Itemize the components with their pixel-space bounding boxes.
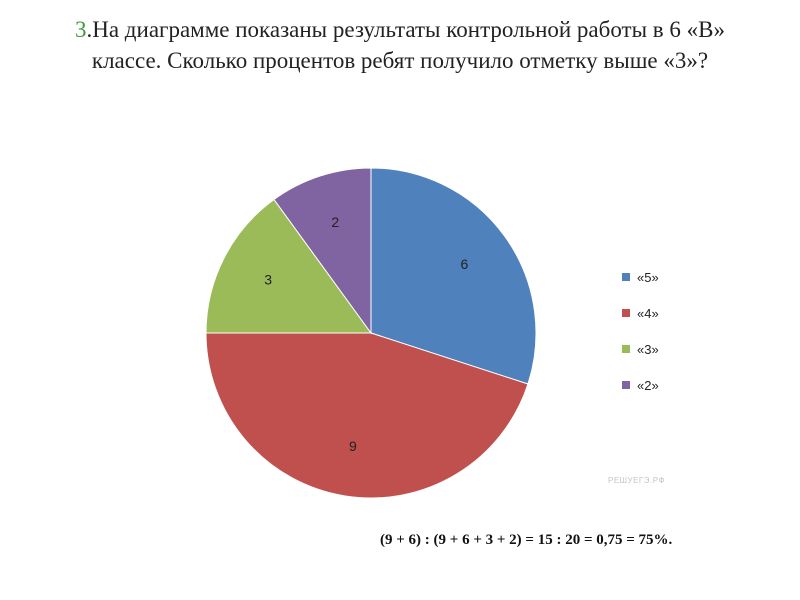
legend-item: «3» [622, 340, 659, 358]
legend-item: «2» [622, 376, 659, 394]
chart-legend: «5» «4» «3» «2» [622, 268, 659, 412]
legend-label: «2» [637, 377, 659, 393]
answer-text: (9 + 6) : (9 + 6 + 3 + 2) = 15 : 20 = 0,… [380, 532, 673, 548]
legend-swatch [622, 273, 630, 281]
pie-slice-2 [205, 332, 529, 499]
legend-swatch [622, 309, 630, 317]
legend-swatch [622, 381, 630, 389]
slice-value-label: 6 [461, 256, 469, 272]
legend-swatch [622, 345, 630, 353]
legend-label: «3» [637, 341, 659, 357]
slice-value-label: 9 [349, 438, 357, 454]
legend-item: «5» [622, 268, 659, 286]
pie-slice-3 [205, 198, 372, 334]
pie-slice-4 [273, 167, 372, 335]
question-number: 3 [74, 17, 87, 42]
legend-label: «4» [637, 305, 659, 321]
question-text: 3.На диаграмме показаны результаты контр… [40, 14, 760, 76]
question-body: .На диаграмме показаны результаты контро… [86, 17, 725, 73]
pie-slice-1 [370, 167, 537, 385]
slice-value-label: 3 [264, 271, 272, 287]
legend-item: «4» [622, 304, 659, 322]
legend-label: «5» [637, 269, 659, 285]
slice-value-label: 2 [331, 214, 339, 230]
watermark: РЕШУЕГЭ.РФ [608, 476, 666, 485]
